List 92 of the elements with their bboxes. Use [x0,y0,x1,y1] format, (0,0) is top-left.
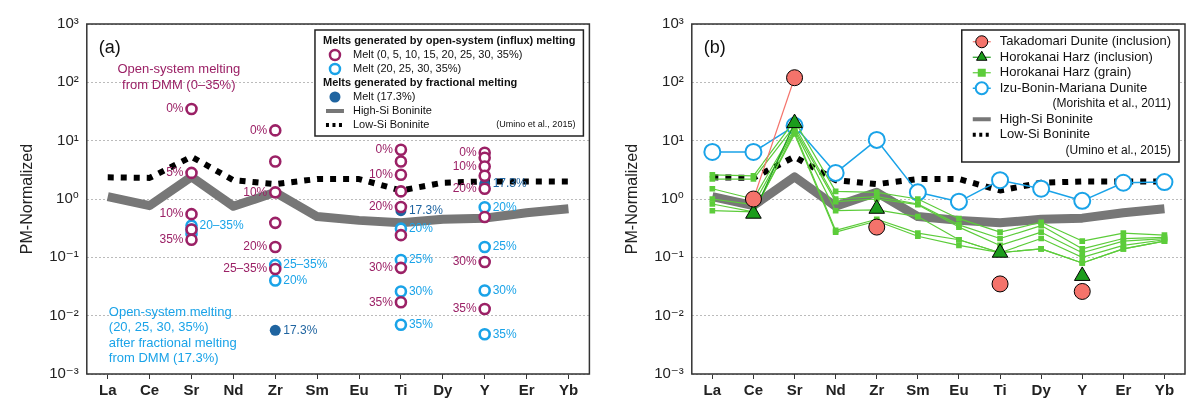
legend-label: Melt (17.3%) [352,90,416,103]
annotation: 25–35% [223,261,268,276]
annotation: 17.3% [492,176,528,191]
y-tick-label: 10⁻³ [654,364,684,382]
legend-label: Izu-Bonin-Mariana Dunite [999,79,1148,95]
legend-label: Melt (0, 5, 10, 15, 20, 25, 30, 35%) [352,48,523,61]
annotation: 20% [408,220,434,235]
annotation: 17.3% [283,322,318,337]
y-tick-label: 10⁻³ [49,364,79,382]
x-tick-label: Er [1115,381,1132,399]
x-tick-label: Ti [993,381,1007,399]
legend-label: Low-Si Boninite [352,118,430,131]
x-tick-label: Nd [223,381,244,399]
x-tick-label: Eu [349,381,369,399]
annotation: (a) [98,36,121,57]
annotation: 35% [159,232,184,247]
x-tick-label: Ce [140,381,160,399]
y-tick-label: 10¹ [57,130,79,148]
annotation: Open-system melting (20, 25, 30, 35%) after fractional melting from DMM (17.3%) [108,303,237,366]
y-tick-label: 10¹ [662,130,684,148]
legend-label: Takadomari Dunite (inclusion) [999,33,1172,49]
y-tick-label: 10⁻² [49,305,79,323]
annotation: 10% [368,167,394,182]
annotation: (Umino et al., 2015) [496,119,576,130]
x-tick-label: Er [518,381,535,399]
y-tick-label: 10² [662,72,684,90]
x-tick-label: Dy [1031,381,1052,399]
y-tick-label: 10⁰ [661,189,684,207]
x-tick-label: Y [1077,381,1088,399]
annotation: 25–35% [283,257,328,272]
x-tick-label: Zr [267,381,283,399]
annotation: 35% [492,326,518,341]
x-tick-label: Sm [906,381,930,399]
legend-label: Horokanai Harz (grain) [999,64,1132,80]
annotation: 30% [492,282,518,297]
x-tick-label: Ti [394,381,408,399]
annotation: 30% [368,260,394,275]
annotation: 35% [452,301,478,316]
x-tick-label: Eu [949,381,969,399]
x-tick-label: Dy [433,381,454,399]
y-tick-label: 10³ [662,14,684,32]
y-axis-title: PM-Normalized [18,143,36,255]
annotation: 10% [452,158,478,173]
annotation: 0% [166,101,184,116]
y-tick-label: 10² [57,72,79,90]
annotation: 20–35% [199,217,244,232]
x-tick-label: Yb [1154,381,1175,399]
x-tick-label: Sr [786,381,803,399]
annotation: 20% [243,239,268,254]
x-tick-label: Sm [305,381,329,399]
x-tick-label: La [703,381,722,399]
y-tick-label: 10³ [57,14,79,32]
y-tick-label: 10⁰ [56,189,79,207]
annotation: 10% [243,184,268,199]
annotation: 0% [459,145,478,160]
annotation: 10% [159,206,184,221]
x-tick-label: Ce [743,381,764,399]
annotation: 0% [249,122,268,137]
x-tick-label: Nd [825,381,846,399]
annotation: 5% [166,165,184,180]
annotation: 20% [492,199,518,214]
annotation: 35% [368,294,394,309]
y-axis-title: PM-Normalized [623,143,641,255]
annotation: Melts generated by fractional melting [322,76,518,89]
x-tick-label: Zr [869,381,885,399]
legend-label: High-Si Boninite [999,110,1093,126]
annotation: 25% [492,239,518,254]
x-tick-label: La [98,381,118,399]
legend-label: Low-Si Boninite [999,126,1091,142]
legend-label: High-Si Boninite [352,104,432,117]
annotation: 30% [452,254,478,269]
annotation: 20% [368,199,394,214]
annotation: 30% [408,283,434,298]
legend-title: Melts generated by open-system (influx) melting [322,34,576,47]
annotation: 25% [408,252,434,267]
x-tick-label: Yb [558,381,579,399]
annotation: 17.3% [408,203,444,218]
y-tick-label: 10⁻² [654,305,684,323]
annotation: 35% [408,317,434,332]
legend-label: Melt (20, 25, 30, 35%) [352,62,462,75]
legend-label: Horokanai Harz (inclusion) [999,48,1153,64]
annotation: 20% [452,181,478,196]
y-tick-label: 10⁻¹ [654,247,684,265]
annotation: (b) [703,36,726,57]
annotation: (Umino et al., 2015) [1065,142,1171,157]
x-tick-label: Sr [183,381,200,399]
annotation: (Morishita et al., 2011) [1052,96,1171,111]
x-tick-label: Y [479,381,490,399]
annotation: 0% [375,142,394,157]
annotation: 20% [283,272,308,287]
annotation: Open-system melting from DMM (0–35%) [117,60,241,92]
y-tick-label: 10⁻¹ [49,247,79,265]
